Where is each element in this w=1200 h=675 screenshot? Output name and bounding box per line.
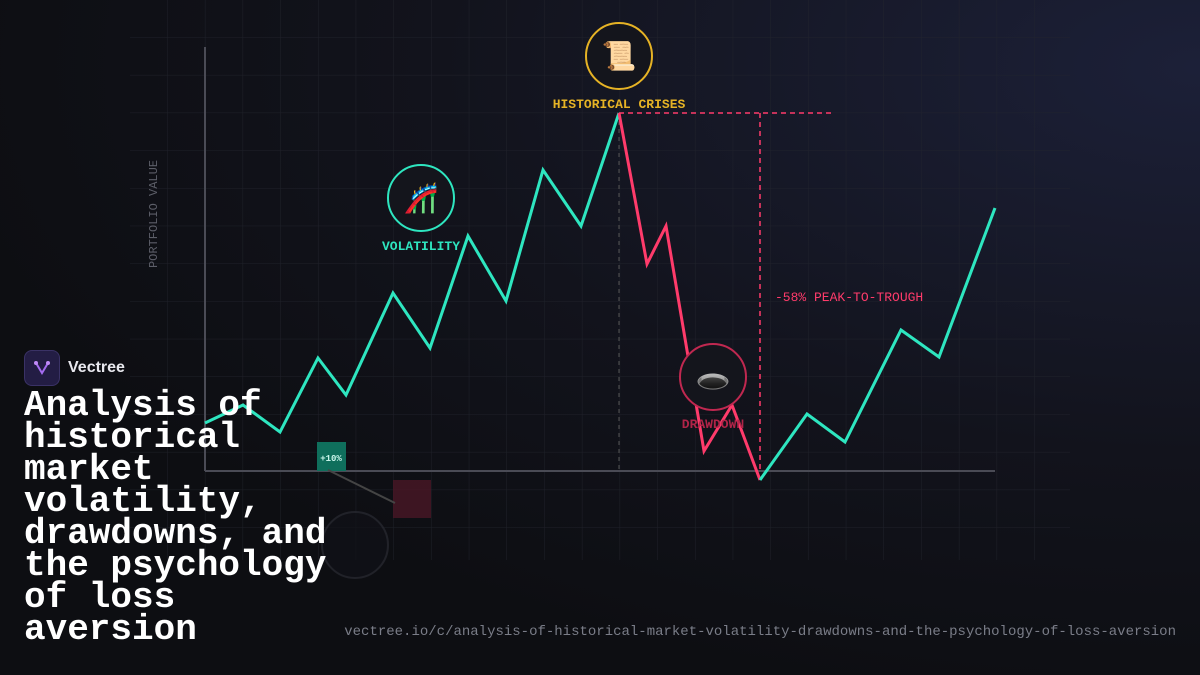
logo-mark	[34, 361, 50, 375]
icon-circle	[679, 343, 747, 411]
label: HISTORICAL CRISES	[553, 97, 686, 112]
icon: 📜	[602, 40, 637, 74]
label: VOLATILITY	[382, 239, 460, 254]
icon-circle	[387, 164, 455, 232]
drawdown-line	[617, 112, 762, 481]
grid	[130, 0, 1070, 560]
url: vectree.io/c/analysis-of-historical-mark…	[344, 624, 1176, 640]
title: Analysis of historical market volatility…	[24, 385, 327, 650]
icon: 🕳️	[692, 364, 735, 395]
brand-name: Vectree	[68, 359, 125, 376]
label: DRAWDOWN	[682, 417, 744, 432]
badge-label: +10%	[320, 454, 342, 464]
recovery-line	[758, 207, 997, 481]
icon: 🎢	[404, 181, 439, 216]
scale-beam	[327, 469, 396, 504]
icon-circle	[585, 22, 653, 90]
brand: Vectree	[24, 350, 125, 386]
axis-label: PORTFOLIO VALUE	[147, 160, 161, 268]
rise-line	[204, 112, 621, 435]
badge	[317, 442, 346, 471]
icon-circle	[321, 511, 389, 579]
annotation: -58% PEAK-TO-TROUGH	[775, 290, 923, 305]
logo	[24, 350, 60, 386]
badge	[393, 480, 431, 518]
